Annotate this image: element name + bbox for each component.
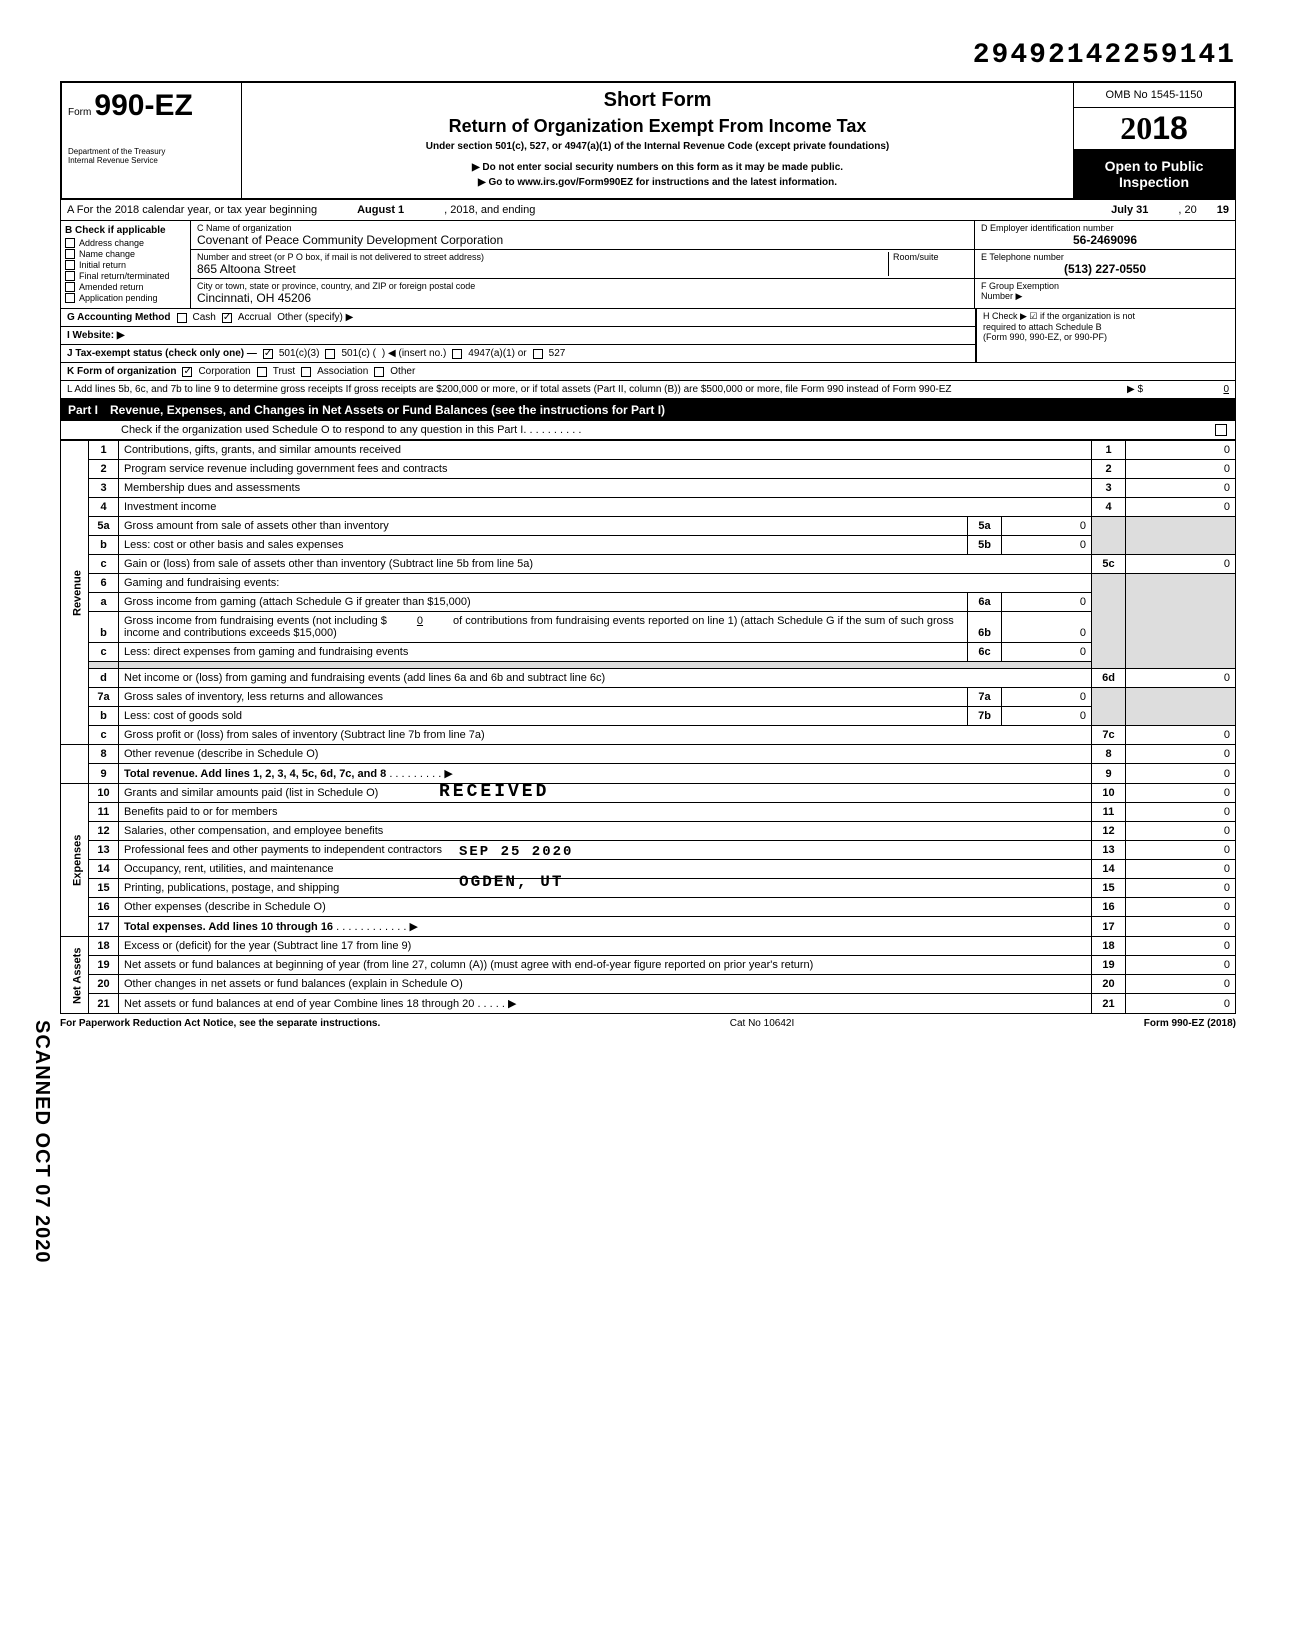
col-de: D Employer identification number56-24690…	[975, 221, 1235, 308]
chk-amended-return[interactable]: Amended return	[65, 282, 186, 292]
line-14-val: 0	[1126, 860, 1236, 879]
phone: (513) 227-0550	[981, 262, 1229, 276]
line-6c-val: 0	[1002, 643, 1092, 662]
line-13-val: 0	[1126, 841, 1236, 860]
row-g-accounting: G Accounting Method Cash Accrual Other (…	[60, 309, 976, 327]
period-begin: August 1	[357, 204, 404, 216]
chk-501c[interactable]	[325, 349, 335, 359]
tax-year: 2018	[1074, 108, 1234, 150]
row-i-website: I Website: ▶	[60, 327, 976, 345]
chk-cash[interactable]	[177, 313, 187, 323]
form-header: Form 990-EZ Department of the Treasury I…	[60, 81, 1236, 200]
entity-info-block: B Check if applicable Address change Nam…	[60, 221, 1236, 309]
side-revenue: Revenue	[61, 441, 89, 745]
header-left: Form 990-EZ Department of the Treasury I…	[62, 83, 242, 198]
line-21-val: 0	[1126, 994, 1236, 1014]
chk-4947[interactable]	[452, 349, 462, 359]
chk-address-change[interactable]: Address change	[65, 238, 186, 248]
gross-receipts-amt: 0	[1149, 384, 1229, 395]
dept-treasury: Department of the Treasury	[68, 147, 235, 156]
line-5a-val: 0	[1002, 517, 1092, 536]
line-5b-val: 0	[1002, 536, 1092, 555]
chk-initial-return[interactable]: Initial return	[65, 260, 186, 270]
line-7a-val: 0	[1002, 688, 1092, 707]
ein: 56-2469096	[981, 233, 1229, 247]
row-j-tax-status: J Tax-exempt status (check only one) — 5…	[60, 345, 976, 363]
chk-trust[interactable]	[257, 367, 267, 377]
chk-schedule-o[interactable]	[1215, 424, 1227, 436]
form-number: 990-EZ	[94, 89, 192, 122]
line-20-val: 0	[1126, 975, 1236, 994]
line-1-val: 0	[1126, 441, 1236, 460]
part-i-table: Revenue 1Contributions, gifts, grants, a…	[60, 440, 1236, 1014]
org-city: Cincinnati, OH 45206	[197, 291, 311, 305]
col-b-checkboxes: B Check if applicable Address change Nam…	[61, 221, 191, 308]
row-a-tax-year: A For the 2018 calendar year, or tax yea…	[60, 200, 1236, 221]
line-17-val: 0	[1126, 917, 1236, 937]
chk-name-change[interactable]: Name change	[65, 249, 186, 259]
header-mid: Short Form Return of Organization Exempt…	[242, 83, 1074, 198]
chk-application-pending[interactable]: Application pending	[65, 293, 186, 303]
stamp-date: SEP 25 2020	[459, 844, 573, 860]
side-expenses: Expenses	[61, 784, 89, 937]
part-i-header: Part I Revenue, Expenses, and Changes in…	[60, 399, 1236, 421]
line-3-val: 0	[1126, 479, 1236, 498]
short-form-title: Short Form	[252, 89, 1063, 112]
line-15-val: 0	[1126, 879, 1236, 898]
line-6b-val: 0	[1002, 612, 1092, 643]
page-footer: For Paperwork Reduction Act Notice, see …	[60, 1014, 1236, 1033]
col-h: H Check ▶ ☑ if the organization is not r…	[976, 309, 1236, 363]
line-16-val: 0	[1126, 898, 1236, 917]
line-4-val: 0	[1126, 498, 1236, 517]
line-7b-val: 0	[1002, 707, 1092, 726]
line-8-val: 0	[1126, 745, 1236, 764]
line-5c-val: 0	[1126, 555, 1236, 574]
col-c-name-address: C Name of organizationCovenant of Peace …	[191, 221, 975, 308]
stamp-place: OGDEN, UT	[459, 873, 563, 891]
row-l-gross-receipts: L Add lines 5b, 6c, and 7b to line 9 to …	[60, 381, 1236, 399]
open-public: Open to Public Inspection	[1074, 150, 1234, 198]
ssn-warning: ▶ Do not enter social security numbers o…	[252, 162, 1063, 173]
line-18-val: 0	[1126, 937, 1236, 956]
line-11-val: 0	[1126, 803, 1236, 822]
org-name: Covenant of Peace Community Development …	[197, 233, 503, 247]
header-right: OMB No 1545-1150 2018 Open to Public Ins…	[1074, 83, 1234, 198]
line-6a-val: 0	[1002, 593, 1092, 612]
form-prefix: Form	[68, 107, 91, 118]
line-10-val: 0	[1126, 784, 1236, 803]
chk-accrual[interactable]	[222, 313, 232, 323]
chk-assoc[interactable]	[301, 367, 311, 377]
omb-number: OMB No 1545-1150	[1074, 83, 1234, 108]
line-2-val: 0	[1126, 460, 1236, 479]
chk-other-org[interactable]	[374, 367, 384, 377]
irs: Internal Revenue Service	[68, 156, 235, 165]
period-end: July 31	[1111, 204, 1148, 216]
schedule-o-check: Check if the organization used Schedule …	[60, 421, 1236, 440]
scanned-stamp: SCANNED OCT 07 2020	[30, 1020, 53, 1264]
chk-final-return[interactable]: Final return/terminated	[65, 271, 186, 281]
line-9-val: 0	[1126, 764, 1236, 784]
chk-corp[interactable]	[182, 367, 192, 377]
chk-501c3[interactable]	[263, 349, 273, 359]
dln: 29492142259141	[60, 40, 1236, 71]
line-19-val: 0	[1126, 956, 1236, 975]
row-k-form-org: K Form of organization Corporation Trust…	[60, 363, 1236, 381]
org-street: 865 Altoona Street	[197, 262, 296, 276]
under-section: Under section 501(c), 527, or 4947(a)(1)…	[252, 141, 1063, 152]
line-6d-val: 0	[1126, 669, 1236, 688]
line-12-val: 0	[1126, 822, 1236, 841]
chk-527[interactable]	[533, 349, 543, 359]
side-net-assets: Net Assets	[61, 937, 89, 1014]
goto-link: ▶ Go to www.irs.gov/Form990EZ for instru…	[252, 177, 1063, 188]
line-7c-val: 0	[1126, 726, 1236, 745]
stamp-received: RECEIVED	[439, 782, 549, 802]
period-yy: 19	[1217, 204, 1229, 216]
return-title: Return of Organization Exempt From Incom…	[252, 116, 1063, 137]
